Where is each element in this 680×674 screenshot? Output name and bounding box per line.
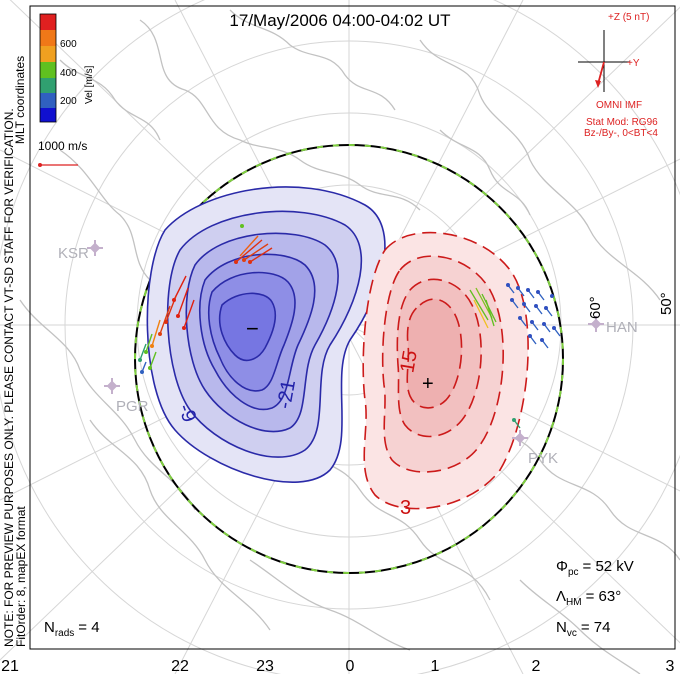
stations xyxy=(87,240,604,446)
map-title: 17/May/2006 04:00-04:02 UT xyxy=(229,11,450,30)
colorbar-label: Vel [m/s] xyxy=(84,65,95,104)
coordinate-system-label: MLT coordinates xyxy=(13,56,27,144)
station-marker-pgr xyxy=(104,378,120,394)
velocity-dots-dusk xyxy=(138,224,252,374)
mlt-label-0: 0 xyxy=(346,658,355,674)
mlt-label-22: 22 xyxy=(171,658,189,674)
lat-label-50: 50° xyxy=(658,292,675,315)
station-label-pgr: PGR xyxy=(116,398,149,415)
preview-note: NOTE: FOR PREVIEW PURPOSES ONLY. PLEASE … xyxy=(2,108,16,647)
mlt-label-23: 23 xyxy=(256,658,274,674)
imf-condition: Bz-/By-, 0<BT<4 xyxy=(584,128,658,139)
mlt-label-1: 1 xyxy=(431,658,440,674)
negative-potential-cell xyxy=(146,186,386,483)
velocity-colorbar xyxy=(39,13,57,123)
radar-count: Nrads = 4 xyxy=(44,619,100,639)
lat-label-60: 60° xyxy=(587,296,604,319)
mlt-label-3: 3 xyxy=(666,658,675,674)
positive-potential-cell xyxy=(362,231,529,510)
imf-y-label: +Y xyxy=(627,58,640,69)
station-label-ksr: KSR xyxy=(58,245,89,262)
colorbar-tick-400: 400 xyxy=(60,68,77,79)
station-marker-ksr xyxy=(87,240,103,256)
max-potential-marker: + xyxy=(422,373,434,395)
station-marker-pyk xyxy=(512,430,528,446)
station-label-pyk: PYK xyxy=(528,450,558,467)
colorbar-tick-600: 600 xyxy=(60,39,77,50)
contour-label-pos-15: 15 xyxy=(396,349,422,375)
fit-order-label: FitOrder: 8, mapEX format xyxy=(14,506,28,647)
mlt-label-2: 2 xyxy=(532,658,541,674)
coastlines xyxy=(19,9,680,674)
min-potential-marker: − xyxy=(246,316,259,341)
imf-vector-head xyxy=(595,80,601,88)
imf-stat-mod: Stat Mod: RG96 xyxy=(586,117,658,128)
hmb-boundary-dash xyxy=(134,144,564,574)
imf-source: OMNI IMF xyxy=(596,100,642,111)
imf-vector xyxy=(597,61,605,85)
reference-vector-label: 1000 m/s xyxy=(38,139,87,153)
imf-z-label: +Z (5 nT) xyxy=(608,12,649,23)
station-label-han: HAN xyxy=(606,319,638,336)
velocity-dots-dawn xyxy=(506,283,556,422)
contour-label-pos-3: 3 xyxy=(400,497,411,519)
mlt-label-21: 21 xyxy=(1,658,19,674)
plot-frame xyxy=(29,5,676,650)
imf-clock xyxy=(578,30,630,92)
station-marker-han xyxy=(588,316,604,332)
colorbar-tick-200: 200 xyxy=(60,96,77,107)
vector-count: Nvc = 74 xyxy=(556,619,610,639)
hm-boundary-latitude: ΛHM = 63° xyxy=(556,588,621,608)
cross-polar-cap-potential: Φpc = 52 kV xyxy=(556,558,634,578)
contour-label-neg-21: -21 xyxy=(273,378,300,410)
